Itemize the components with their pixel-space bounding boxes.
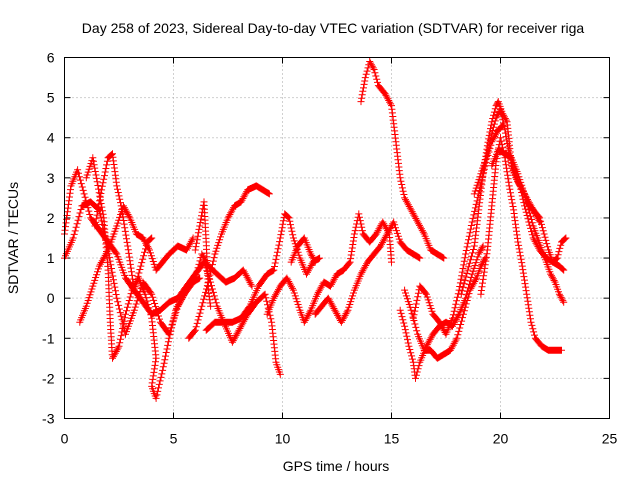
series-marks — [202, 210, 324, 334]
x-tick-label: 5 — [170, 431, 178, 447]
chart-title: Day 258 of 2023, Sidereal Day-to-day VTE… — [82, 20, 585, 36]
series-marks — [82, 154, 204, 402]
series-marks — [287, 234, 319, 266]
y-tick-label: 2 — [47, 210, 55, 226]
x-tick-label: 0 — [61, 431, 69, 447]
y-tick-label: 5 — [47, 90, 55, 106]
series-marks — [470, 106, 544, 226]
y-tick-label: -2 — [42, 370, 55, 386]
series-marks — [357, 58, 448, 262]
series-track-3 — [76, 202, 197, 326]
y-tick-label: -1 — [42, 330, 55, 346]
y-tick-labels: -3 -2 -1 0 1 2 3 4 5 6 — [42, 50, 55, 427]
series-track-6 — [185, 182, 273, 342]
series-marks — [76, 202, 197, 326]
y-tick-label: 0 — [47, 290, 55, 306]
y-tick-label: -3 — [42, 411, 55, 427]
series-track-4 — [82, 154, 204, 402]
x-tick-label: 25 — [602, 431, 618, 447]
series-track-11 — [311, 218, 424, 326]
series-marks — [477, 134, 565, 354]
series-track-8 — [202, 210, 324, 334]
series-track-10 — [287, 234, 319, 266]
y-tick-label: 6 — [47, 50, 55, 66]
data-series — [61, 58, 570, 402]
x-axis-label: GPS time / hours — [283, 458, 390, 474]
series-marks — [263, 210, 395, 326]
series-track-9 — [263, 210, 395, 326]
series-track-12 — [357, 58, 448, 262]
series-track-17 — [477, 134, 565, 354]
series-marks — [185, 182, 273, 342]
series-track-5 — [91, 150, 156, 294]
series-marks — [91, 150, 156, 294]
x-tick-label: 15 — [384, 431, 400, 447]
series-track-20 — [470, 106, 544, 226]
series-marks — [311, 218, 424, 326]
y-tick-label: 1 — [47, 250, 55, 266]
x-tick-labels: 0 5 10 15 20 25 — [61, 431, 618, 447]
series-marks — [191, 198, 215, 310]
x-tick-label: 10 — [275, 431, 291, 447]
series-track-7 — [191, 198, 215, 310]
y-tick-label: 3 — [47, 170, 55, 186]
y-axis-label: SDTVAR / TECUs — [5, 182, 21, 294]
y-tick-label: 4 — [47, 130, 55, 146]
plot-frame — [64, 57, 610, 419]
x-tick-label: 20 — [493, 431, 509, 447]
